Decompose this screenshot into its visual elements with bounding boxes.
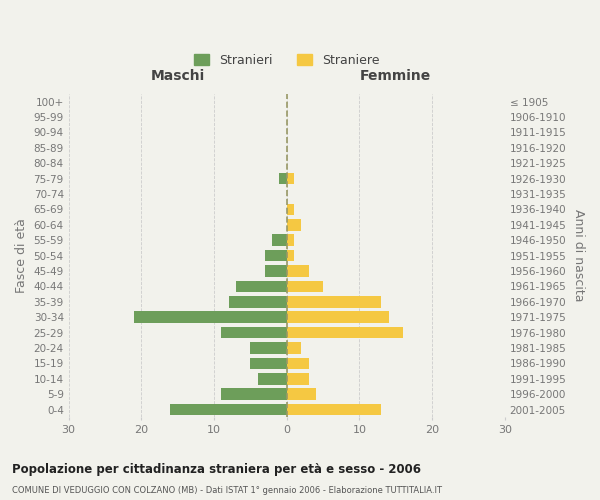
- Bar: [287, 280, 323, 292]
- Bar: [250, 342, 287, 354]
- Bar: [170, 404, 287, 415]
- Bar: [134, 312, 287, 323]
- Legend: Stranieri, Straniere: Stranieri, Straniere: [189, 48, 385, 72]
- Bar: [287, 173, 294, 184]
- Y-axis label: Fasce di età: Fasce di età: [15, 218, 28, 293]
- Text: Maschi: Maschi: [151, 69, 205, 83]
- Bar: [287, 404, 381, 415]
- Bar: [287, 219, 301, 230]
- Bar: [287, 250, 294, 262]
- Bar: [287, 342, 301, 354]
- Text: COMUNE DI VEDUGGIO CON COLZANO (MB) - Dati ISTAT 1° gennaio 2006 - Elaborazione : COMUNE DI VEDUGGIO CON COLZANO (MB) - Da…: [12, 486, 442, 495]
- Bar: [221, 388, 287, 400]
- Bar: [221, 327, 287, 338]
- Bar: [287, 204, 294, 215]
- Bar: [287, 296, 381, 308]
- Bar: [287, 327, 403, 338]
- Bar: [287, 388, 316, 400]
- Bar: [272, 234, 287, 246]
- Bar: [280, 173, 287, 184]
- Text: Femmine: Femmine: [360, 69, 431, 83]
- Bar: [229, 296, 287, 308]
- Bar: [287, 266, 308, 277]
- Bar: [287, 312, 389, 323]
- Bar: [287, 358, 308, 369]
- Bar: [287, 373, 308, 384]
- Bar: [250, 358, 287, 369]
- Bar: [265, 266, 287, 277]
- Y-axis label: Anni di nascita: Anni di nascita: [572, 210, 585, 302]
- Bar: [265, 250, 287, 262]
- Bar: [236, 280, 287, 292]
- Bar: [257, 373, 287, 384]
- Text: Popolazione per cittadinanza straniera per età e sesso - 2006: Popolazione per cittadinanza straniera p…: [12, 462, 421, 475]
- Bar: [287, 234, 294, 246]
